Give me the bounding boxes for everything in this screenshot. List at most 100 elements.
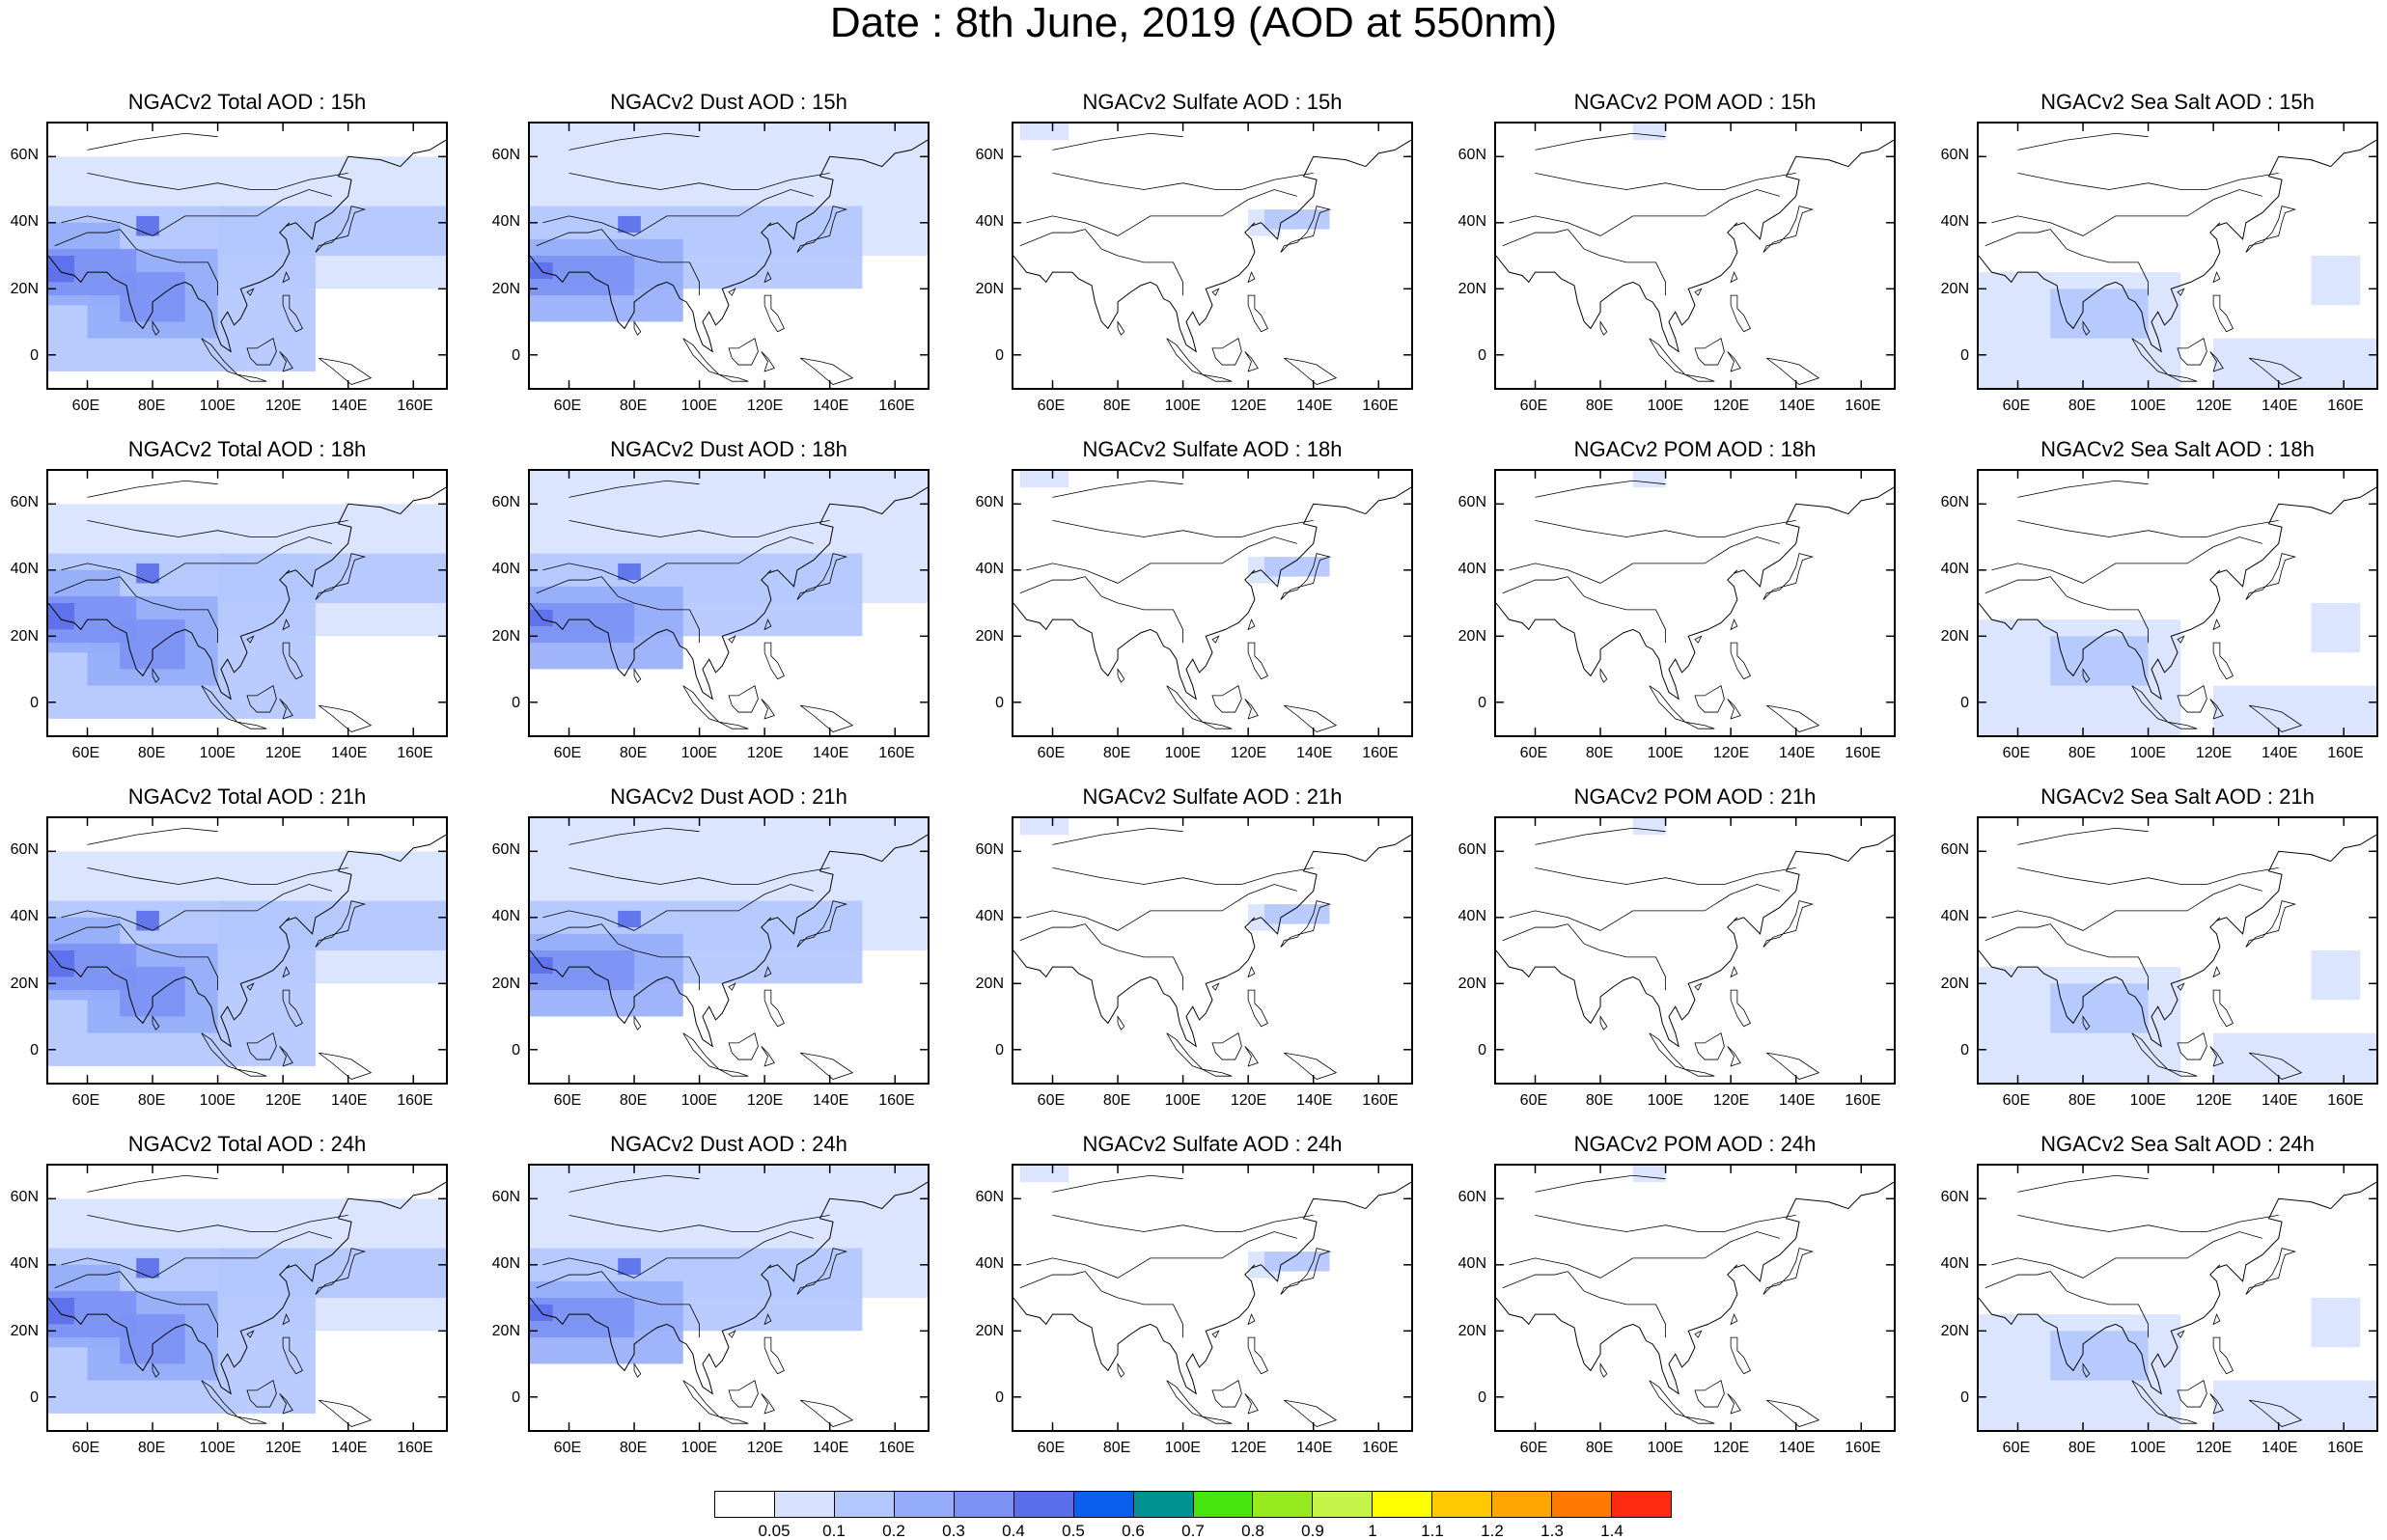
island-outline — [1211, 1032, 1242, 1060]
island-outline — [800, 1399, 854, 1427]
lat-label: 60N — [10, 146, 39, 163]
island-outline — [1284, 704, 1338, 732]
lat-label: 60N — [10, 1188, 39, 1205]
lon-label: 160E — [878, 1092, 915, 1109]
lon-label: 140E — [331, 398, 368, 414]
lat-label: 60N — [1940, 840, 1969, 858]
island-outline — [2209, 351, 2224, 372]
lon-label: 100E — [2129, 1092, 2166, 1109]
panel-title: NGACv2 Sea Salt AOD : 21h — [2040, 784, 2315, 809]
aod-shade — [618, 563, 641, 581]
lon-label: 140E — [331, 745, 368, 761]
lon-label: 80E — [2068, 398, 2096, 414]
island-outline — [1284, 1399, 1338, 1427]
island-outline — [1117, 1015, 1125, 1031]
lat-label: 60N — [10, 493, 39, 510]
island-outline — [2167, 373, 2198, 382]
island-outline — [1694, 635, 1703, 644]
island-outline — [2177, 635, 2185, 644]
lon-label: 80E — [1102, 1440, 1131, 1456]
border-line — [2017, 519, 2279, 537]
lon-label: 160E — [1362, 1440, 1399, 1456]
island-outline — [1649, 1032, 1686, 1070]
island-outline — [2249, 1052, 2303, 1080]
coastline — [1979, 1181, 2376, 1395]
map-frame — [528, 469, 930, 737]
island-outline — [2209, 1393, 2224, 1415]
aod-shade — [2311, 603, 2361, 653]
lon-label: 100E — [1647, 1092, 1683, 1109]
island-outline — [2082, 1362, 2091, 1378]
lon-label: 80E — [2068, 745, 2096, 761]
colorbar-label: 0.5 — [1062, 1522, 1085, 1540]
island-outline — [1727, 699, 1741, 720]
lat-label: 0 — [995, 1389, 1004, 1407]
border-line — [2049, 923, 2149, 991]
lat-label: 40N — [1940, 213, 1969, 231]
lat-label: 60N — [1940, 493, 1969, 510]
aod-shade — [2213, 1032, 2376, 1083]
lat-label: 40N — [491, 561, 520, 578]
island-outline — [2245, 206, 2297, 253]
map-frame — [1494, 816, 1896, 1085]
island-outline — [2212, 619, 2221, 631]
lon-label: 100E — [1647, 1440, 1683, 1456]
aod-shade — [136, 910, 159, 931]
island-outline — [633, 668, 642, 683]
island-outline — [315, 900, 367, 948]
lat-label: 60N — [491, 1188, 520, 1205]
lon-label: 80E — [1585, 398, 1614, 414]
coastline — [1013, 139, 1411, 353]
lon-label: 100E — [199, 1440, 236, 1456]
island-outline — [236, 373, 267, 382]
lon-label: 160E — [2327, 745, 2364, 761]
island-outline — [2177, 338, 2207, 366]
lon-label: 140E — [1296, 1440, 1333, 1456]
lon-label: 60E — [553, 1440, 582, 1456]
lat-label: 20N — [975, 627, 1004, 645]
colorbar-label: 1.3 — [1540, 1522, 1564, 1540]
map-frame — [1494, 1164, 1896, 1432]
border-line — [1535, 866, 1796, 885]
border-line — [1985, 229, 2051, 247]
lat-label: 40N — [975, 213, 1004, 231]
aod-shade — [2311, 1298, 2361, 1348]
lon-label: 140E — [2262, 1092, 2298, 1109]
lat-label: 20N — [491, 975, 520, 992]
coastline — [1496, 1181, 1894, 1395]
aod-shade — [1019, 818, 1069, 836]
map-frame — [1494, 469, 1896, 737]
border-line — [2017, 866, 2279, 885]
lon-label: 60E — [1519, 745, 1548, 761]
lat-label: 0 — [512, 1389, 520, 1407]
border-line — [1509, 189, 1780, 236]
colorbar — [714, 1491, 1672, 1518]
lon-label: 100E — [1164, 398, 1201, 414]
colorbar-label: 0.4 — [1002, 1522, 1025, 1540]
lat-label: 20N — [491, 627, 520, 645]
aod-shade — [1019, 1166, 1069, 1183]
border-line — [1084, 229, 1183, 296]
island-outline — [1202, 721, 1233, 729]
border-line — [2049, 1271, 2149, 1338]
lat-label: 60N — [1940, 146, 1969, 163]
border-line — [542, 189, 814, 236]
lon-label: 60E — [71, 1092, 100, 1109]
colorbar-label: 0.6 — [1122, 1522, 1145, 1540]
panel-title: NGACv2 Sulfate AOD : 24h — [1082, 1132, 1343, 1156]
island-outline — [1762, 206, 1815, 253]
island-outline — [2167, 1068, 2198, 1077]
border-line — [1535, 480, 1666, 498]
border-line — [1567, 576, 1666, 644]
island-outline — [246, 1380, 277, 1408]
island-outline — [236, 1416, 267, 1424]
border-line — [87, 827, 218, 845]
island-outline — [763, 989, 785, 1028]
colorbar-label: 1 — [1368, 1522, 1377, 1540]
lon-label: 160E — [397, 1092, 433, 1109]
island-outline — [728, 1380, 759, 1408]
lat-label: 20N — [975, 280, 1004, 297]
island-outline — [763, 642, 785, 680]
lat-label: 20N — [10, 975, 39, 992]
border-line — [600, 923, 700, 991]
